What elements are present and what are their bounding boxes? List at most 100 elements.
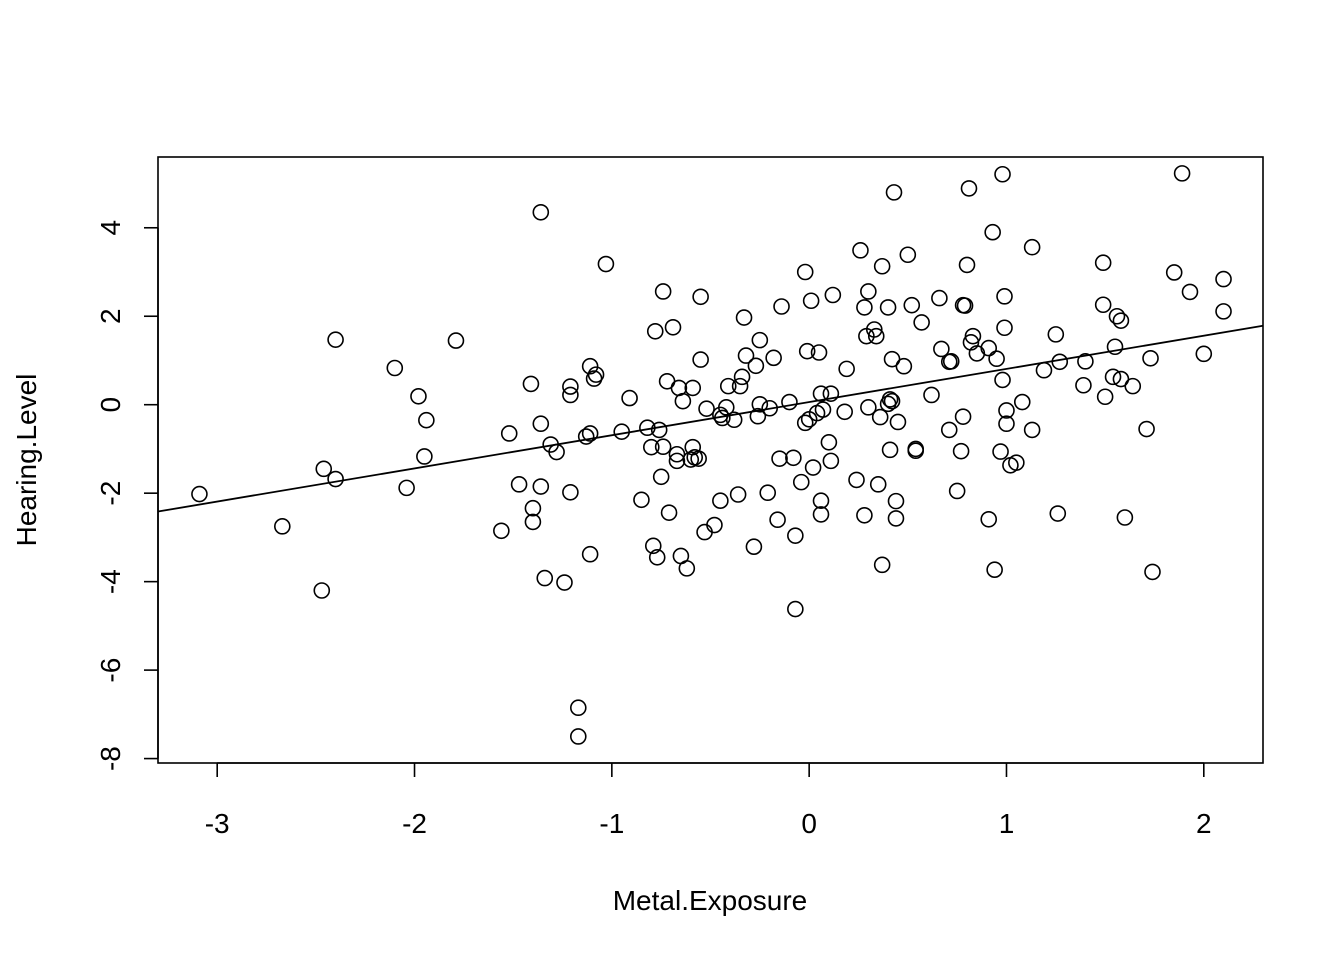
- data-point: [654, 283, 672, 300]
- data-point: [410, 388, 427, 405]
- data-point: [733, 368, 751, 386]
- data-point: [954, 408, 972, 425]
- data-point: [903, 296, 921, 314]
- data-point: [532, 415, 550, 433]
- data-point: [907, 442, 925, 460]
- data-point: [751, 331, 769, 349]
- data-point: [668, 445, 686, 463]
- data-point: [1049, 505, 1067, 522]
- data-point: [998, 415, 1015, 433]
- data-point: [792, 473, 810, 491]
- data-point: [1195, 345, 1213, 363]
- data-point: [712, 492, 729, 509]
- data-point: [998, 402, 1015, 419]
- data-point: [682, 451, 700, 468]
- data-point: [510, 476, 528, 493]
- data-point: [873, 556, 891, 574]
- data-point: [1075, 376, 1092, 394]
- x-axis-label: Metal.Exposure: [613, 885, 808, 916]
- data-point: [856, 299, 873, 316]
- data-point: [536, 569, 554, 587]
- data-point: [749, 407, 767, 425]
- data-point: [386, 359, 404, 377]
- y-axis-label: Hearing.Level: [11, 374, 42, 547]
- data-point: [735, 309, 753, 326]
- x-axis: -3 -2 -1 0 1 2: [205, 762, 1212, 839]
- data-point: [1104, 368, 1122, 386]
- data-point: [660, 504, 678, 521]
- data-point: [696, 523, 713, 541]
- data-point: [885, 184, 903, 201]
- data-point: [883, 350, 901, 368]
- data-point: [652, 468, 670, 486]
- data-point: [562, 483, 579, 501]
- data-point: [883, 392, 901, 410]
- data-point: [887, 510, 905, 527]
- data-point: [418, 411, 435, 429]
- data-point: [569, 728, 587, 745]
- data-point: [725, 411, 743, 429]
- data-point: [581, 545, 599, 563]
- data-point: [745, 538, 763, 555]
- data-point: [731, 377, 749, 395]
- data-point: [994, 165, 1011, 183]
- x-tick-label: -1: [599, 808, 624, 839]
- data-point: [587, 366, 605, 383]
- data-point: [895, 357, 913, 375]
- data-point: [913, 314, 930, 331]
- data-point: [952, 442, 970, 460]
- data-point: [1124, 377, 1142, 395]
- data-point: [822, 452, 840, 470]
- data-point: [996, 319, 1013, 337]
- x-tick-label: -2: [402, 808, 427, 839]
- y-tick-label: 0: [95, 397, 126, 413]
- x-tick-label: 2: [1196, 808, 1212, 839]
- data-point: [796, 414, 814, 432]
- data-point: [899, 246, 917, 264]
- data-point: [960, 180, 978, 197]
- data-point: [692, 288, 709, 306]
- data-point: [931, 289, 948, 307]
- data-point: [860, 283, 877, 300]
- data-point: [980, 339, 998, 357]
- data-point: [327, 331, 344, 348]
- data-point: [1047, 326, 1065, 343]
- data-point: [1215, 303, 1232, 320]
- data-point: [804, 459, 822, 476]
- data-point: [996, 288, 1013, 305]
- data-point: [613, 423, 631, 440]
- data-point: [948, 482, 966, 500]
- data-point: [810, 344, 828, 361]
- data-point: [812, 492, 830, 509]
- data-point: [988, 350, 1005, 368]
- data-point: [787, 600, 804, 618]
- plot-frame: [157, 156, 1264, 764]
- data-point: [274, 518, 291, 535]
- data-points: [191, 165, 1232, 745]
- data-point: [562, 378, 579, 395]
- data-point: [569, 699, 587, 717]
- y-tick-label: -8: [95, 746, 126, 771]
- data-point: [650, 421, 668, 439]
- data-point: [500, 425, 518, 442]
- data-point: [1112, 312, 1130, 329]
- data-point: [942, 353, 960, 370]
- data-point: [1035, 361, 1053, 379]
- data-point: [327, 470, 344, 488]
- data-point: [633, 491, 650, 509]
- data-point: [1181, 283, 1199, 301]
- data-point: [873, 257, 891, 275]
- data-point: [1108, 307, 1126, 325]
- data-point: [416, 448, 433, 465]
- x-tick-label: 0: [801, 808, 817, 839]
- data-point: [398, 479, 415, 497]
- data-point: [802, 292, 820, 310]
- data-point: [729, 486, 747, 503]
- data-point: [674, 392, 692, 410]
- y-tick-label: -2: [95, 481, 126, 506]
- data-point: [986, 561, 1003, 578]
- data-point: [1094, 296, 1112, 314]
- data-point: [860, 399, 877, 416]
- data-point: [956, 297, 974, 314]
- data-point: [664, 318, 682, 336]
